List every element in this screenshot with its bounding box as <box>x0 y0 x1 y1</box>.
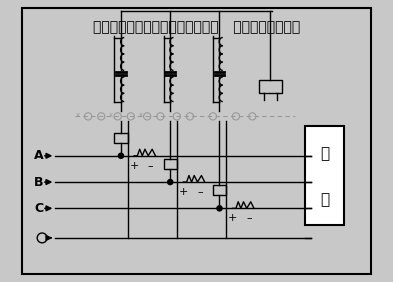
Circle shape <box>167 179 173 185</box>
Text: x: x <box>76 112 80 118</box>
Text: x: x <box>139 112 143 118</box>
Text: –: – <box>246 213 252 223</box>
Circle shape <box>216 205 223 212</box>
Text: –: – <box>197 187 203 197</box>
Text: –: – <box>148 161 153 171</box>
Bar <box>305 126 344 225</box>
Text: 载: 载 <box>320 193 329 208</box>
Text: A: A <box>34 149 44 162</box>
Bar <box>114 133 127 143</box>
Text: +: + <box>129 161 139 171</box>
Text: B: B <box>34 176 44 189</box>
Bar <box>163 159 177 169</box>
Bar <box>213 185 226 195</box>
Text: +: + <box>228 213 237 223</box>
Text: 三相四线电度表带互感器的接线图   （正在努力制作）: 三相四线电度表带互感器的接线图 （正在努力制作） <box>93 21 300 35</box>
Text: +: + <box>179 187 188 197</box>
Text: x: x <box>109 112 113 118</box>
Circle shape <box>118 153 124 159</box>
Text: C: C <box>34 202 43 215</box>
Text: 负: 负 <box>320 146 329 161</box>
Bar <box>259 80 282 93</box>
